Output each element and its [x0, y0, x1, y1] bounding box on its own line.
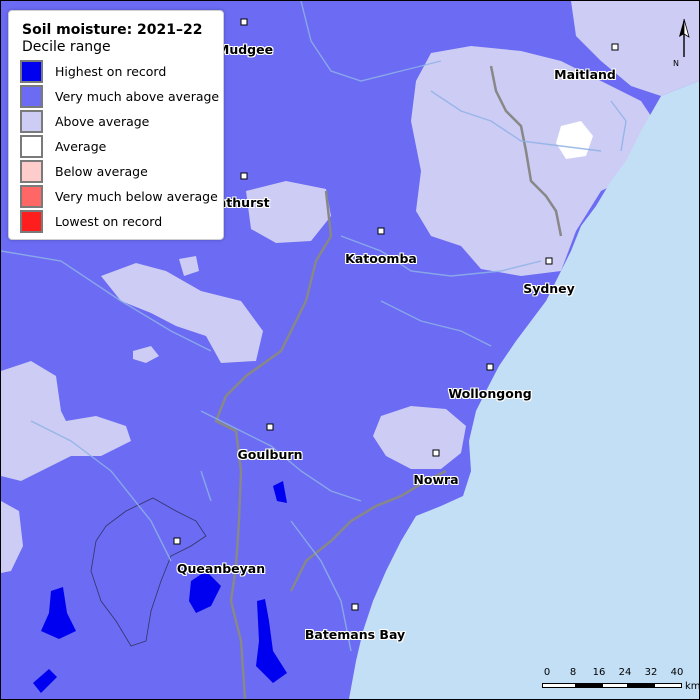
region-above-average-northeast-top: [571, 1, 699, 96]
act-boundary: [90, 497, 207, 647]
town-marker-sydney: [545, 257, 553, 265]
region-highest-on-record-5: [33, 669, 57, 693]
legend-label: Very much below average: [55, 189, 218, 204]
legend-item-above-average: Above average: [20, 110, 220, 134]
region-above-average-farwest: [1, 361, 131, 481]
legend-label: Highest on record: [55, 64, 167, 79]
legend-item-very-much-below-average: Very much below average: [20, 185, 220, 209]
town-marker-goulburn: [266, 423, 274, 431]
scale-bar: 0 8 16 24 32 40 km: [539, 667, 699, 697]
region-above-average-west: [101, 263, 263, 363]
legend-subtitle: Decile range: [22, 39, 111, 55]
boundary-line: [489, 65, 563, 237]
scale-segment: [542, 683, 576, 688]
legend-swatch: [20, 210, 43, 233]
town-marker-nowra: [432, 449, 440, 457]
scale-tick: 24: [618, 667, 632, 678]
region-above-average-west-spot: [133, 346, 159, 363]
town-label-goulburn: Goulburn: [237, 447, 303, 462]
region-above-average-nowra: [373, 406, 466, 469]
scale-segment: [654, 683, 682, 688]
legend-item-lowest-on-record: Lowest on record: [20, 210, 220, 234]
legend-label: Above average: [55, 114, 150, 129]
scale-unit: km: [685, 681, 700, 692]
legend-swatch: [20, 135, 43, 158]
legend-swatch: [20, 110, 43, 133]
region-above-average-west-small: [179, 256, 199, 276]
town-marker-wollongong: [486, 363, 494, 371]
legend-item-very-much-above-average: Very much above average: [20, 85, 220, 109]
region-above-average-sw: [1, 501, 23, 573]
scale-tick: 0: [543, 667, 551, 678]
scale-tick: 32: [644, 667, 658, 678]
town-marker-maitland: [611, 43, 619, 51]
region-highest-on-record-4: [273, 481, 287, 503]
region-above-average-northeast: [411, 46, 661, 276]
rivers: [1, 1, 627, 652]
town-label-batemans-bay: Batemans Bay: [304, 627, 406, 642]
region-highest-on-record-2: [41, 587, 76, 639]
map-legend: Soil moisture: 2021–22 Decile range High…: [8, 10, 224, 240]
legend-swatch: [20, 60, 43, 83]
scale-segment: [576, 683, 602, 688]
town-label-nowra: Nowra: [413, 472, 459, 487]
scale-tick: 16: [592, 667, 606, 678]
legend-title: Soil moisture: 2021–22: [22, 22, 203, 38]
legend-swatch: [20, 85, 43, 108]
legend-label: Below average: [55, 164, 148, 179]
town-label-sydney: Sydney: [523, 281, 575, 296]
legend-label: Average: [55, 139, 107, 154]
region-highest-on-record-3: [256, 599, 287, 683]
scale-tick: 8: [569, 667, 577, 678]
town-marker-bathurst: [240, 172, 248, 180]
legend-swatch: [20, 160, 43, 183]
town-marker-queanbeyan: [173, 537, 181, 545]
town-marker-mudgee: [240, 18, 248, 26]
scale-tick: 40: [670, 667, 684, 678]
town-label-maitland: Maitland: [554, 67, 616, 82]
scale-segment: [602, 683, 628, 688]
north-label: N: [673, 59, 679, 68]
region-above-average-bathurst: [246, 181, 331, 243]
town-marker-batemans-bay: [351, 603, 359, 611]
legend-item-below-average: Below average: [20, 160, 220, 184]
town-marker-katoomba: [377, 227, 385, 235]
boundary-line-3: [289, 469, 447, 592]
region-highest-on-record-1: [189, 571, 221, 613]
scale-segment: [628, 683, 654, 688]
town-label-mudgee: Mudgee: [216, 42, 274, 57]
legend-label: Very much above average: [55, 89, 220, 104]
town-label-queanbeyan: Queanbeyan: [176, 561, 266, 576]
north-arrow-icon: [679, 18, 690, 57]
legend-swatch: [20, 185, 43, 208]
legend-item-highest-on-record: Highest on record: [20, 60, 220, 84]
town-label-katoomba: Katoomba: [345, 251, 417, 266]
ocean: [349, 81, 699, 699]
legend-item-average: Average: [20, 135, 220, 159]
town-label-wollongong: Wollongong: [448, 386, 532, 401]
legend-label: Lowest on record: [55, 214, 163, 229]
boundary-line-2: [214, 190, 333, 699]
